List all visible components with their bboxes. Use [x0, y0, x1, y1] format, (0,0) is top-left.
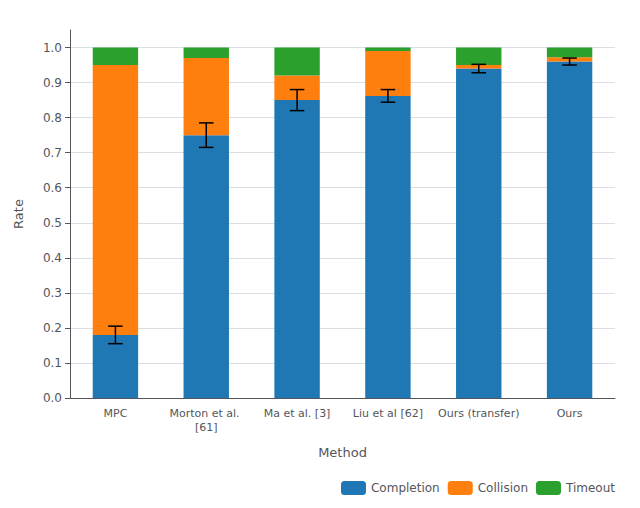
svg-text:0.9: 0.9 — [43, 76, 62, 90]
svg-text:0.4: 0.4 — [43, 251, 62, 265]
svg-text:1.0: 1.0 — [43, 41, 62, 55]
svg-text:0.1: 0.1 — [43, 356, 62, 370]
svg-text:Collision: Collision — [478, 481, 528, 495]
svg-text:0.3: 0.3 — [43, 286, 62, 300]
svg-text:Method: Method — [318, 445, 367, 460]
svg-text:[61]: [61] — [195, 421, 218, 434]
svg-text:Ma et al. [3]: Ma et al. [3] — [264, 407, 331, 420]
svg-text:0.8: 0.8 — [43, 111, 62, 125]
svg-text:0.5: 0.5 — [43, 216, 62, 230]
svg-text:Liu et al [62]: Liu et al [62] — [353, 407, 423, 420]
svg-text:Rate: Rate — [11, 199, 26, 229]
svg-text:Completion: Completion — [371, 481, 440, 495]
svg-text:Morton et al.: Morton et al. — [169, 407, 243, 420]
svg-text:MPC: MPC — [104, 407, 128, 420]
svg-text:0.6: 0.6 — [43, 181, 62, 195]
svg-text:Timeout: Timeout — [565, 481, 615, 495]
svg-text:Ours: Ours — [557, 407, 583, 420]
svg-text:Ours (transfer): Ours (transfer) — [438, 407, 519, 420]
svg-text:0.7: 0.7 — [43, 146, 62, 160]
svg-text:0.2: 0.2 — [43, 321, 62, 335]
svg-text:0.0: 0.0 — [43, 391, 62, 405]
